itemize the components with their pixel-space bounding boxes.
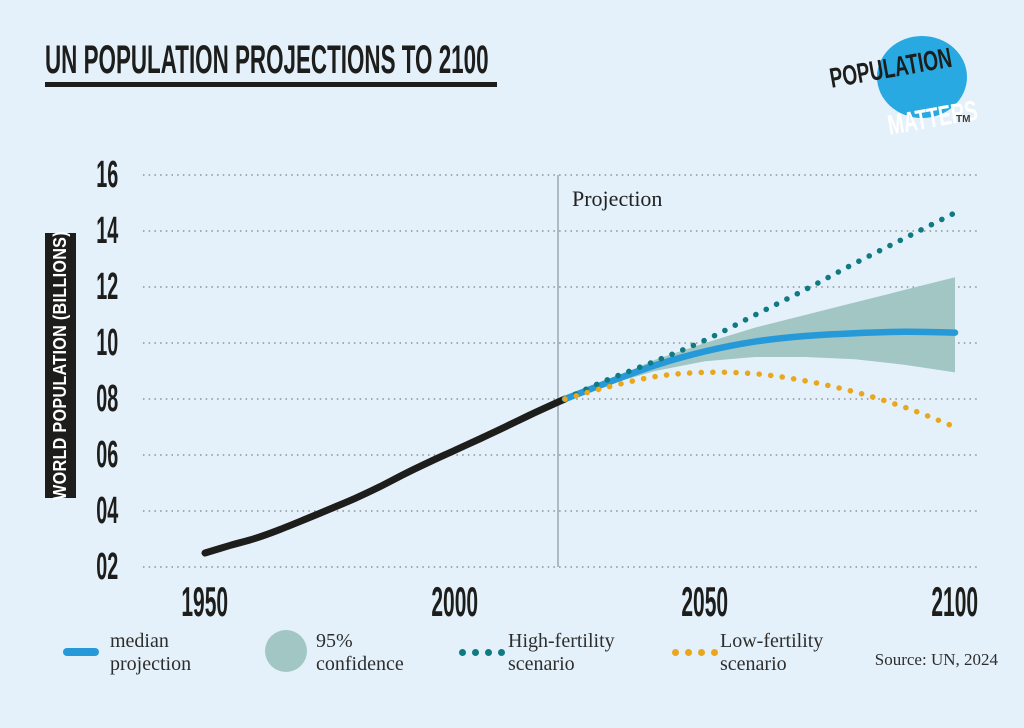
y-axis-title: WORLD POPULATION (BILLIONS): [45, 231, 76, 500]
page-title: UN POPULATION PROJECTIONS TO 2100: [45, 38, 489, 82]
projection-annotation: Projection: [572, 186, 663, 211]
source-attribution: Source: UN, 2024: [874, 650, 998, 669]
population-matters-logo: POPULATION MATTERS TM: [827, 30, 998, 141]
trademark-symbol: TM: [956, 114, 971, 125]
legend-label-low-fertility: Low-fertility scenario: [720, 630, 824, 675]
series-median: [561, 328, 959, 403]
title-underline: [45, 82, 497, 87]
series-historical: [201, 395, 569, 557]
y-tick-label-12: 12: [96, 266, 118, 308]
legend-swatch-median-line: [63, 648, 99, 656]
legend-label-high-fertility: High-fertility scenario: [508, 630, 615, 675]
x-tick-label-1950: 1950: [181, 578, 229, 625]
x-tick-label-2050: 2050: [681, 578, 729, 625]
series-low: [562, 369, 958, 430]
x-tick-label-2100: 2100: [931, 578, 979, 625]
legend-swatch-low-fertility-dots: [672, 649, 718, 656]
y-tick-label-06: 06: [96, 434, 118, 476]
x-tick-label-2000: 2000: [431, 578, 479, 625]
y-tick-label-14: 14: [96, 210, 118, 252]
series-high: [562, 210, 958, 402]
y-tick-label-04: 04: [96, 490, 118, 532]
y-tick-label-02: 02: [96, 546, 118, 588]
y-tick-label-16: 16: [96, 154, 118, 196]
y-tick-label-08: 08: [96, 378, 118, 420]
legend-swatch-high-fertility-dots: [459, 649, 505, 656]
legend-label-median: median projection: [110, 630, 192, 675]
y-tick-label-10: 10: [96, 322, 118, 364]
logo-circle-icon: [877, 36, 967, 118]
legend-label-confidence: 95% confidence: [316, 630, 404, 675]
legend-swatch-confidence-circle: [265, 630, 307, 672]
